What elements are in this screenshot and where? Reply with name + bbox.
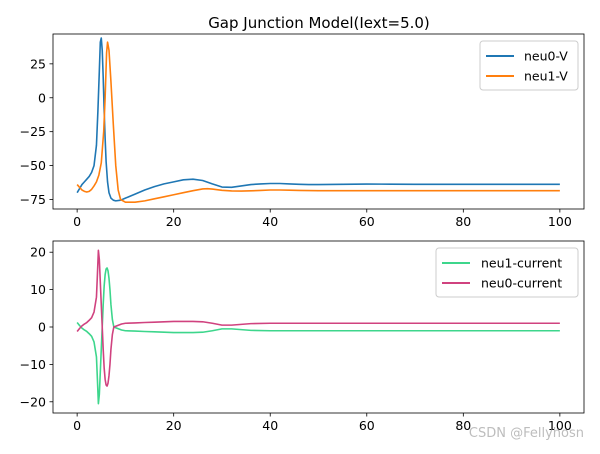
legend-label-neu0-V: neu0-V xyxy=(524,49,568,64)
bottom-current-panel: 0 20 40 60 80 100 −20 −10 0 10 20 neu1-current neu… xyxy=(20,240,585,433)
x-tick-label: 40 xyxy=(262,418,278,433)
series-line-neu0-current xyxy=(76,249,560,387)
y-tick-label: −20 xyxy=(20,394,46,409)
chart-title: Gap Junction Model(Iext=5.0) xyxy=(208,14,430,32)
voltage-series-layer xyxy=(76,37,560,204)
legend-label-neu0-current: neu0-current xyxy=(481,276,562,291)
y-tick-label: 0 xyxy=(38,320,46,335)
x-tick-label: 60 xyxy=(359,418,375,433)
x-tick-label: 40 xyxy=(262,214,278,229)
series-line-neu1-V xyxy=(76,41,560,204)
y-tick-label: −50 xyxy=(20,158,46,173)
top-legend: neu0-V neu1-V xyxy=(479,40,579,91)
current-series-layer xyxy=(76,249,560,405)
y-tick-label: 20 xyxy=(30,245,46,260)
y-tick-label: 0 xyxy=(38,90,46,105)
y-tick-label: 10 xyxy=(30,282,46,297)
legend-label-neu1-current: neu1-current xyxy=(481,256,562,271)
legend-frame xyxy=(435,247,579,298)
legend-frame xyxy=(479,40,579,91)
y-tick-label: −75 xyxy=(20,192,46,207)
y-tick-label: −25 xyxy=(20,124,46,139)
bottom-ticks-layer: 0 20 40 60 80 100 −20 −10 0 10 20 xyxy=(20,245,572,433)
x-tick-label: 80 xyxy=(455,418,471,433)
x-tick-label: 60 xyxy=(359,214,375,229)
y-tick-label: 25 xyxy=(30,56,46,71)
x-tick-label: 0 xyxy=(73,214,81,229)
legend-label-neu1-V: neu1-V xyxy=(524,69,568,84)
watermark: CSDN @Fellyhosn xyxy=(469,426,584,441)
top-ticks-layer: 0 20 40 60 80 100 −75 −50 −25 0 25 xyxy=(20,56,572,229)
bottom-legend: neu1-current neu0-current xyxy=(435,247,579,298)
series-line-neu0-V xyxy=(76,37,560,202)
x-tick-label: 20 xyxy=(166,214,182,229)
x-tick-label: 100 xyxy=(548,214,572,229)
top-voltage-panel: Gap Junction Model(Iext=5.0) 0 20 40 60 80 10… xyxy=(20,14,585,229)
x-tick-label: 80 xyxy=(455,214,471,229)
y-tick-label: −10 xyxy=(20,357,46,372)
top-axes-frame xyxy=(52,33,585,210)
x-tick-label: 20 xyxy=(166,418,182,433)
x-tick-label: 0 xyxy=(73,418,81,433)
x-tick-label: 100 xyxy=(548,418,572,433)
